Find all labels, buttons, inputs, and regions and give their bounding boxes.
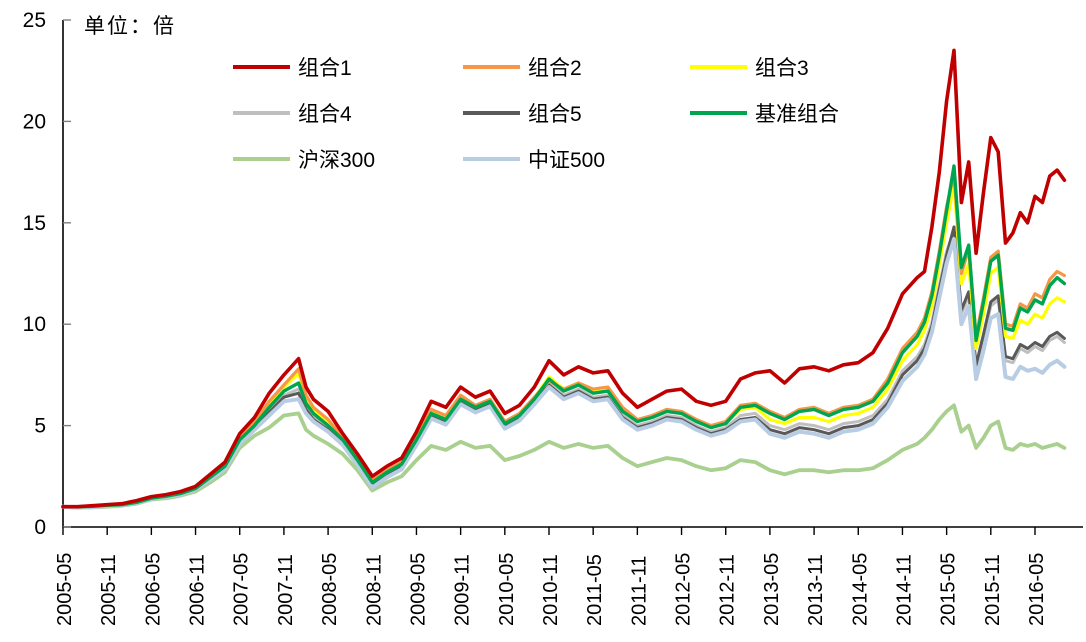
series-line-中证500	[61, 237, 1067, 510]
x-tick-label: 2008-11	[363, 554, 385, 626]
x-tick-label: 2012-05	[673, 553, 695, 626]
series-line-组合3	[61, 182, 1067, 509]
y-tick-label: 20	[23, 110, 46, 133]
x-tick-label: 2007-05	[231, 553, 253, 626]
x-tick-label: 2008-05	[319, 553, 341, 626]
x-tick-label: 2009-11	[452, 554, 474, 626]
x-tick-label: 2010-05	[496, 553, 518, 626]
x-tick-label: 2013-05	[761, 553, 783, 626]
series-line-组合1	[61, 48, 1067, 509]
x-tick-label: 2010-11	[540, 554, 562, 626]
x-tick-label: 2014-05	[849, 553, 871, 626]
unit-label: 单位：倍	[84, 15, 176, 38]
x-tick-label: 2016-05	[1026, 553, 1048, 626]
x-tick-label: 2011-11	[628, 556, 650, 626]
x-tick-label: 2005-11	[98, 554, 120, 626]
x-tick-label: 2009-05	[407, 553, 429, 626]
x-tick-label: 2006-11	[187, 554, 209, 626]
x-tick-label: 2007-11	[275, 554, 297, 626]
y-tick-label: 25	[23, 9, 46, 32]
y-tick-label: 10	[23, 313, 46, 336]
series-line-基准组合	[61, 164, 1067, 509]
y-tick-label: 15	[23, 212, 46, 235]
x-tick-label: 2006-05	[142, 553, 164, 626]
series-line-沪深300	[61, 403, 1067, 510]
y-tick-label: 5	[34, 415, 46, 438]
x-tick-label: 2014-11	[893, 554, 915, 626]
x-tick-label: 2012-11	[717, 554, 739, 626]
x-tick-label: 2011-05	[584, 554, 606, 626]
x-tick-label: 2015-05	[938, 553, 960, 626]
x-tick-label: 2005-05	[54, 553, 76, 626]
y-tick-label: 0	[34, 516, 46, 539]
x-tick-label: 2013-11	[805, 554, 827, 626]
x-tick-label: 2015-11	[982, 554, 1004, 626]
